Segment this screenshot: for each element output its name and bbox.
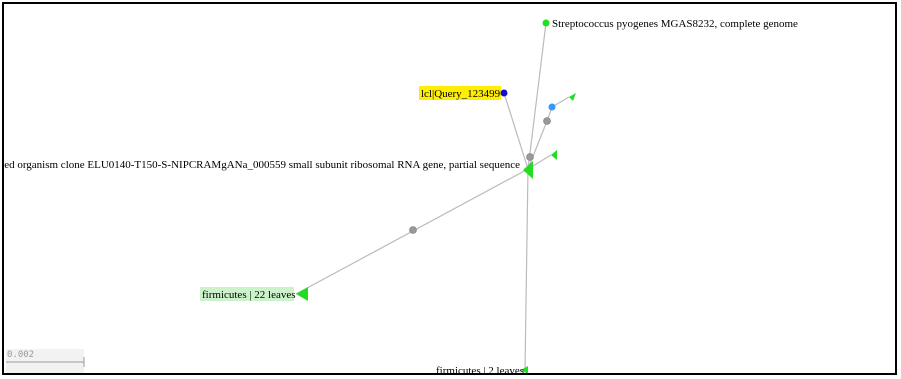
internal-node-root[interactable] [526, 153, 534, 161]
internal-node-upper[interactable] [543, 117, 551, 125]
collapsed-leaf-right[interactable] [551, 150, 557, 160]
branch-firmicutes-2 [524, 168, 529, 371]
scale-bar-background [6, 349, 84, 373]
tree-branches [295, 22, 570, 371]
collapsed-leaf-firmicutes-22[interactable] [296, 287, 308, 301]
branch-streptococcus [527, 22, 547, 170]
query-label-highlight [419, 86, 501, 100]
scale-bar: 0.002 [6, 349, 85, 373]
label-firmicutes-2[interactable]: firmicutes | 2 leaves [436, 365, 524, 375]
label-query[interactable]: lcl|Query_123499 [421, 88, 501, 100]
phylogenetic-tree: Streptococcus pyogenes MGAS8232, complet… [4, 18, 798, 375]
internal-node-blue[interactable] [548, 103, 556, 111]
leaf-node-query[interactable] [500, 89, 508, 97]
label-firmicutes-22[interactable]: firmicutes | 22 leaves [202, 289, 296, 301]
branch-query [503, 92, 529, 170]
tree-viewer-frame: Streptococcus pyogenes MGAS8232, complet… [2, 2, 897, 375]
scale-bar-label: 0.002 [7, 350, 34, 360]
collapsed-leaf-upper-right[interactable] [569, 93, 576, 101]
label-uncultured[interactable]: ncultured organism clone ELU0140-T150-S-… [4, 159, 520, 171]
collapsed-leaf-uncultured[interactable] [523, 161, 533, 179]
label-streptococcus[interactable]: Streptococcus pyogenes MGAS8232, complet… [552, 18, 798, 30]
firmicutes-22-highlight [200, 287, 294, 301]
internal-node-firmicutes[interactable] [409, 226, 417, 234]
branch-internal-upper [527, 120, 548, 170]
leaf-node-streptococcus[interactable] [542, 19, 550, 27]
collapsed-leaf-firmicutes-2[interactable] [521, 366, 528, 374]
